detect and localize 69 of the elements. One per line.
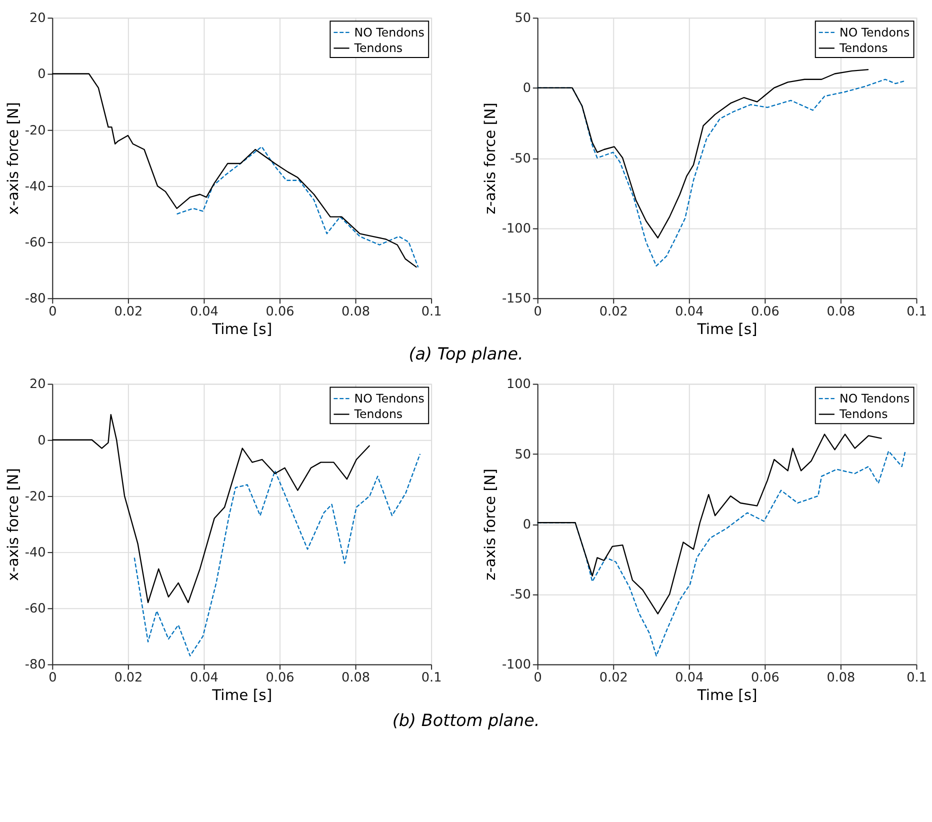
x-tick-label: 0.08 xyxy=(342,670,370,686)
x-tick-label: 0.04 xyxy=(675,304,704,320)
y-tick-label: 50 xyxy=(514,447,531,462)
y-tick-label: 0 xyxy=(38,67,46,82)
x-tick-label: 0.04 xyxy=(675,670,704,686)
y-tick-label: -20 xyxy=(24,123,46,138)
y-tick-label: 0 xyxy=(522,81,531,96)
y-tick-label: 50 xyxy=(514,11,531,26)
y-tick-label: -50 xyxy=(510,588,531,603)
legend-label: NO Tendons xyxy=(839,391,910,406)
y-tick-label: 0 xyxy=(38,433,46,448)
y-tick-label: 0 xyxy=(522,517,531,532)
y-tick-label: -100 xyxy=(502,221,531,236)
y-tick-label: -20 xyxy=(24,489,46,504)
y-axis-title: x-axis force [N] xyxy=(4,102,22,215)
y-axis-title: z-axis force [N] xyxy=(482,102,500,214)
x-axis-title: Time [s] xyxy=(211,687,272,704)
text: (a) Top plane. xyxy=(408,344,524,364)
x-tick-label: 0.06 xyxy=(750,304,780,320)
x-tick-label: 0.02 xyxy=(599,304,628,320)
x-tick-label: 0.1 xyxy=(906,670,927,686)
legend-label: Tendons xyxy=(353,407,403,422)
x-tick-label: 0.02 xyxy=(114,670,143,686)
line-series xyxy=(176,146,419,268)
x-tick-label: 0.08 xyxy=(826,304,856,320)
x-axis-title: Time [s] xyxy=(211,321,272,338)
y-tick-label: -100 xyxy=(502,658,531,673)
line-series xyxy=(536,434,882,614)
y-tick-label: 20 xyxy=(30,377,46,392)
y-tick-label: -80 xyxy=(24,292,46,307)
x-tick-label: 0.1 xyxy=(421,304,442,320)
x-axis-title: Time [s] xyxy=(696,687,758,704)
x-tick-label: 0 xyxy=(48,670,57,686)
x-tick-label: 0.1 xyxy=(906,304,927,320)
y-tick-label: -40 xyxy=(24,546,46,560)
x-tick-label: 0.1 xyxy=(421,670,442,686)
y-axis-title: x-axis force [N] xyxy=(4,468,22,581)
x-tick-label: 0.02 xyxy=(114,304,143,320)
line-series xyxy=(536,68,870,238)
legend-label: NO Tendons xyxy=(839,25,910,40)
x-tick-label: 0.02 xyxy=(599,670,628,686)
y-tick-label: -80 xyxy=(24,658,46,673)
x-tick-label: 0 xyxy=(534,304,542,320)
legend-label: NO Tendons xyxy=(354,25,424,40)
x-tick-label: 0.08 xyxy=(342,304,370,320)
x-tick-label: 0.06 xyxy=(266,304,294,320)
y-tick-label: 100 xyxy=(506,377,531,392)
line-series xyxy=(134,453,421,656)
line-series xyxy=(52,73,418,268)
text: (b) Bottom plane. xyxy=(392,710,540,730)
y-tick-label: -150 xyxy=(502,292,531,307)
x-tick-label: 0.06 xyxy=(750,670,780,686)
y-tick-label: 20 xyxy=(30,11,46,26)
y-tick-label: -40 xyxy=(24,179,46,194)
y-tick-label: -60 xyxy=(24,235,46,250)
legend-label: Tendons xyxy=(838,41,888,56)
legend-label: NO Tendons xyxy=(354,391,424,406)
y-tick-label: -60 xyxy=(24,602,46,617)
x-axis-title: Time [s] xyxy=(696,321,758,338)
x-tick-label: 0.06 xyxy=(266,670,294,686)
legend-label: Tendons xyxy=(353,41,403,56)
x-tick-label: 0.08 xyxy=(826,670,856,686)
y-axis-title: z-axis force [N] xyxy=(482,468,500,580)
x-tick-label: 0 xyxy=(48,304,57,320)
y-tick-label: -50 xyxy=(510,151,531,166)
x-tick-label: 0.04 xyxy=(190,670,218,686)
x-tick-label: 0 xyxy=(534,670,542,686)
legend-label: Tendons xyxy=(838,407,888,422)
x-tick-label: 0.04 xyxy=(190,304,218,320)
